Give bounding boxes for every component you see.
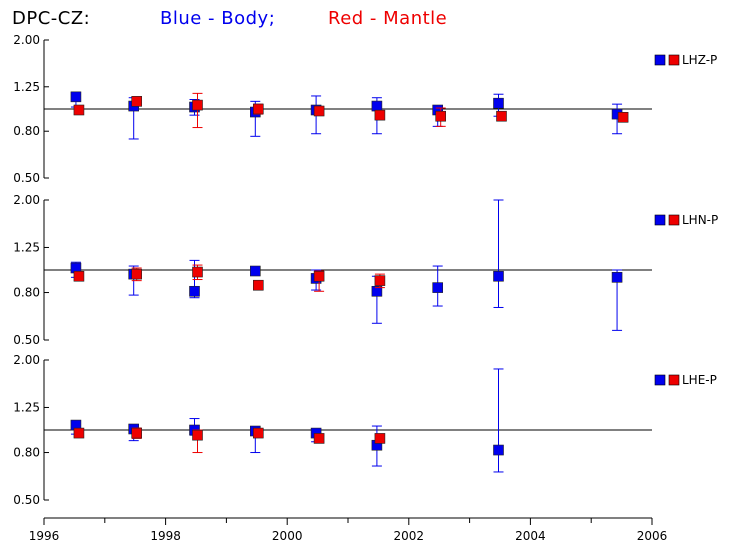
x-axis: 1996 1998 2000 2002 2004 2006	[29, 517, 668, 543]
title-blue-legend: Blue - Body;	[160, 8, 275, 29]
data-point-mantle	[313, 270, 325, 282]
data-point-body	[493, 270, 504, 282]
y-tick-label: 1.25	[13, 80, 40, 94]
series-body	[70, 91, 623, 140]
data-point-mantle	[374, 275, 386, 286]
x-tick-label: 1996	[29, 529, 60, 543]
y-tick-label: 0.80	[13, 124, 40, 138]
panel-lhn-p: 2.00 1.25 0.80 0.50 LHN-P	[13, 193, 718, 347]
data-point-mantle	[131, 268, 142, 280]
data-point-mantle	[131, 96, 142, 107]
y-tick-label: 0.80	[13, 286, 40, 300]
x-tick-label: 2006	[637, 529, 668, 543]
data-point-mantle	[313, 433, 325, 444]
data-point-mantle	[253, 427, 264, 439]
y-tick-label: 0.50	[13, 333, 40, 347]
title-red-legend: Red - Mantle	[328, 8, 447, 29]
y-tick-label: 2.00	[13, 193, 40, 207]
data-point-mantle	[313, 105, 325, 117]
x-tick-label: 2002	[394, 529, 425, 543]
series-mantle	[73, 92, 629, 129]
legend-swatch-mantle	[668, 374, 680, 386]
y-tick-label: 1.25	[13, 400, 40, 414]
data-point-mantle	[192, 266, 203, 278]
panel-label: LHE-P	[682, 373, 717, 387]
data-point-mantle	[131, 427, 142, 439]
y-tick-label: 1.25	[13, 240, 40, 254]
data-point-body	[432, 282, 444, 293]
series-mantle	[73, 427, 386, 454]
x-tick-label: 2004	[515, 529, 546, 543]
data-point-mantle	[435, 110, 447, 122]
data-point-body	[371, 285, 383, 297]
x-tick-label: 1998	[150, 529, 181, 543]
plot-layer: 2.00 1.25 0.80 0.50 LHZ-P 2.00 1.25 0.80 0.50 LHN…	[13, 33, 718, 543]
data-point-mantle	[192, 99, 203, 111]
data-point-mantle	[374, 109, 386, 121]
y-tick-label: 2.00	[13, 33, 40, 47]
chart-title: DPC-CZ: Blue - Body; Red - Mantle	[12, 8, 447, 29]
data-point-mantle	[73, 427, 85, 439]
data-point-mantle	[253, 103, 264, 115]
series-body	[70, 368, 504, 473]
data-point-body	[493, 444, 504, 456]
legend-swatch-mantle	[668, 54, 680, 66]
y-tick-label: 0.80	[13, 446, 40, 460]
data-point-body	[189, 285, 200, 297]
data-point-body	[70, 91, 82, 103]
data-point-mantle	[496, 110, 507, 122]
x-tick-label: 2000	[272, 529, 303, 543]
data-point-mantle	[73, 270, 85, 282]
legend-swatch-body	[654, 54, 666, 66]
data-point-body	[250, 265, 261, 277]
data-point-mantle	[617, 112, 629, 123]
title-station: DPC-CZ:	[12, 8, 90, 29]
legend-swatch-body	[654, 374, 666, 386]
series-mantle	[73, 264, 386, 292]
panel-label: LHZ-P	[682, 53, 717, 67]
panel-lhz-p: 2.00 1.25 0.80 0.50 LHZ-P	[13, 33, 717, 185]
data-point-body	[493, 97, 504, 109]
y-tick-label: 2.00	[13, 353, 40, 367]
data-point-mantle	[192, 429, 203, 441]
data-point-mantle	[253, 279, 264, 291]
legend-swatch-body	[654, 214, 666, 226]
y-tick-label: 0.50	[13, 493, 40, 507]
data-point-mantle	[73, 104, 85, 116]
legend-swatch-mantle	[668, 214, 680, 226]
data-point-body	[611, 272, 623, 283]
panel-label: LHN-P	[682, 213, 718, 227]
data-point-body	[371, 100, 383, 112]
panel-lhe-p: 2.00 1.25 0.80 0.50 LHE-P	[13, 353, 717, 507]
y-tick-label: 0.50	[13, 171, 40, 185]
data-point-mantle	[374, 433, 386, 444]
series-body	[70, 199, 623, 331]
